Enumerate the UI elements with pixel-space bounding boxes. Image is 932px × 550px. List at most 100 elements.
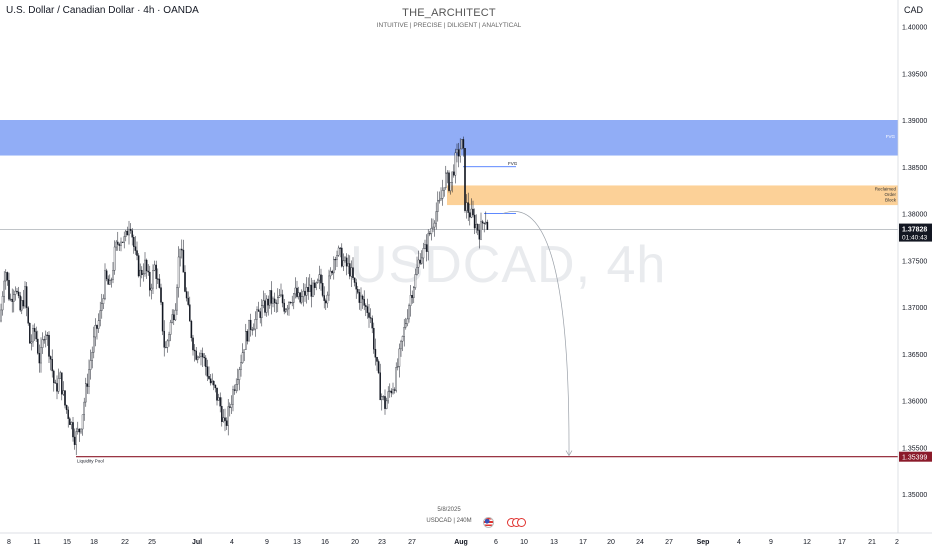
candle [429,233,431,235]
price-tick-label: 1.38500 [902,165,927,172]
price-tick-label: 1.35500 [902,445,927,452]
candle [472,208,474,216]
fvg-zone[interactable] [0,120,898,156]
candle [421,257,423,264]
candle [67,409,69,419]
candle [315,282,317,288]
candle [195,350,197,360]
candle [59,372,61,379]
candle [49,356,52,360]
candle [216,387,218,401]
candle [200,353,202,357]
time-tick-label: 23 [378,539,386,546]
candle [265,298,268,313]
candle [190,320,193,339]
candle [150,287,153,291]
candle [35,331,37,340]
candle [208,376,210,379]
candle [269,290,271,306]
candle [403,326,405,337]
candle [147,270,149,273]
candle [480,221,482,240]
candle [57,378,60,392]
candle [305,287,308,296]
candle [374,348,377,358]
candle [62,390,65,395]
candle [387,391,389,402]
currency-label[interactable]: CAD [904,5,924,15]
candle [446,172,449,174]
liquidity-price-badge[interactable] [899,451,932,462]
candle [96,325,98,329]
candle [288,302,290,309]
candle [169,322,172,335]
candle [365,305,367,307]
candle [187,297,189,305]
candle [395,367,397,391]
us-flag-icon[interactable] [483,517,494,528]
candle [363,299,365,306]
candle [433,222,436,228]
countdown-label: 01:40:43 [902,235,928,242]
candle [296,287,298,297]
order-block-label: Reclaimed [875,186,897,191]
candle [222,417,225,422]
event-icon[interactable] [517,518,526,527]
candle [478,230,481,240]
candle [105,270,108,280]
candle [353,277,356,283]
candle [264,300,266,313]
time-tick-label: 13 [550,539,558,546]
time-tick-label: 8 [7,539,11,546]
candle [256,309,258,320]
current-price-badge[interactable] [899,223,932,242]
candle [37,338,39,354]
candle [422,248,425,259]
candle [467,202,469,213]
projection-arrow[interactable] [502,211,570,455]
candle [233,389,236,391]
candle [221,405,223,422]
candle [109,280,111,285]
candle [209,378,212,384]
candle [219,397,221,407]
candle [133,237,135,247]
candle [301,296,303,303]
footer-symbol: USDCAD | 240M [426,518,472,524]
order-block-zone[interactable] [447,185,898,206]
candle [469,212,471,218]
candle [16,290,18,293]
candle [70,422,73,425]
price-tick-label: 1.35000 [902,492,927,499]
candle [350,267,353,277]
candle [85,383,87,403]
time-tick-label: 24 [636,539,644,546]
candle [405,323,407,328]
candle [328,275,330,296]
candle [75,431,77,445]
time-tick-label: 16 [321,539,329,546]
candle [453,171,455,176]
candle [161,302,164,332]
candle [113,246,116,271]
candle [390,390,393,394]
candle [141,269,143,275]
candle [448,172,450,191]
order-block-label: Order [884,192,896,197]
candle [464,148,466,211]
candle [411,295,413,298]
candle [193,349,196,352]
candle [349,263,351,277]
candle [435,211,437,224]
candle [286,307,289,311]
time-tick-label: 9 [265,539,269,546]
candle [163,330,165,348]
candle [398,348,401,367]
candle [371,318,373,329]
candle [25,286,28,308]
candle [89,360,92,370]
candle [373,327,375,350]
candle [445,172,447,188]
candle [45,334,47,340]
